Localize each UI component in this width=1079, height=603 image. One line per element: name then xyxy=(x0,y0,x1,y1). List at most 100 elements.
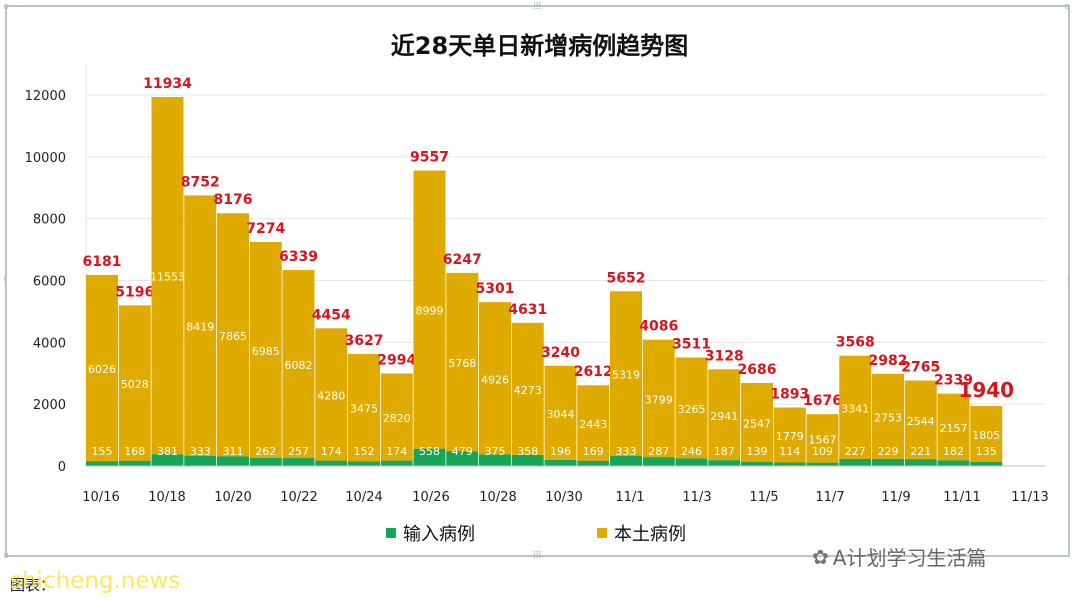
data-label-local: 4273 xyxy=(514,384,542,397)
bar-imported xyxy=(806,462,839,466)
bar-local xyxy=(806,414,839,463)
bar-local xyxy=(446,272,479,452)
data-label-total: 2765 xyxy=(901,360,940,376)
bar-local xyxy=(282,270,315,459)
data-label-local: 1805 xyxy=(972,429,1000,442)
bar-local xyxy=(184,195,217,456)
data-label-imported: 311 xyxy=(223,445,244,458)
data-label-imported: 381 xyxy=(157,445,178,458)
data-label-total: 3240 xyxy=(541,345,580,361)
x-tick-label: 11/13 xyxy=(1011,490,1048,505)
data-label-local: 2820 xyxy=(383,412,411,425)
bar-imported xyxy=(937,460,970,466)
bar-imported xyxy=(446,451,479,466)
data-label-imported: 187 xyxy=(714,445,735,458)
data-label-imported: 221 xyxy=(910,445,931,458)
data-label-imported: 174 xyxy=(321,445,342,458)
bar-imported xyxy=(479,454,511,466)
data-label-local: 8419 xyxy=(186,321,214,334)
data-label-total: 2339 xyxy=(934,373,973,389)
data-label-total: 3627 xyxy=(345,333,384,349)
data-label-imported: 174 xyxy=(386,445,407,458)
bar-local xyxy=(577,385,610,461)
data-label-imported: 114 xyxy=(779,445,800,458)
bar-local xyxy=(839,355,872,459)
bar-imported xyxy=(151,454,184,466)
bar-imported xyxy=(708,460,741,466)
account-name: A计划学习生活篇 xyxy=(832,546,987,570)
bar-imported xyxy=(511,454,544,466)
chart-title: 近28天单日新增病例趋势图 xyxy=(390,32,689,60)
bar-imported xyxy=(86,461,118,466)
data-label-imported: 375 xyxy=(485,445,506,458)
data-label-total: 8752 xyxy=(181,174,220,190)
data-label-total: 5196 xyxy=(115,284,154,300)
bar-imported xyxy=(348,461,380,466)
bar-local xyxy=(348,353,380,462)
x-tick-label: 10/24 xyxy=(345,490,382,505)
bar-local xyxy=(675,357,708,459)
bar-local xyxy=(217,213,249,457)
bar-local xyxy=(511,322,544,455)
data-label-total: 6247 xyxy=(443,252,482,268)
bar-imported xyxy=(904,459,937,466)
frame-handle-icon: ⁞⁞⁞ xyxy=(533,1,542,12)
x-tick-label: 10/22 xyxy=(280,490,317,505)
bar-local xyxy=(413,170,446,449)
bar-imported xyxy=(675,458,708,466)
legend-swatch-imported xyxy=(386,528,396,538)
data-label-imported: 333 xyxy=(190,445,211,458)
data-label-total: 3511 xyxy=(672,336,711,352)
data-label-local: 2443 xyxy=(579,418,607,431)
bar-local xyxy=(315,328,348,461)
data-label-local: 11553 xyxy=(150,271,185,284)
data-label-local: 1779 xyxy=(776,430,804,443)
frame-handle-icon: ▫ xyxy=(3,550,10,561)
data-label-total: 8176 xyxy=(214,192,253,208)
bar-local xyxy=(708,369,741,461)
data-label-local: 3341 xyxy=(841,402,869,415)
data-label-imported: 152 xyxy=(354,445,375,458)
data-label-total: 2612 xyxy=(574,364,613,380)
account-badge: ✿ A计划学习生活篇 xyxy=(812,542,986,571)
site-watermark: shicheng.news xyxy=(10,568,181,594)
data-label-local: 3265 xyxy=(678,403,706,416)
data-label-local: 8999 xyxy=(416,305,444,318)
x-tick-label: 10/30 xyxy=(545,490,582,505)
data-label-total: 1893 xyxy=(770,386,809,402)
data-label-total: 2686 xyxy=(738,362,777,378)
frame-handle-icon: ▫ xyxy=(3,1,10,12)
data-label-imported: 196 xyxy=(550,445,571,458)
wechat-icon: ✿ xyxy=(812,544,829,569)
bar-imported xyxy=(249,457,282,466)
bar-imported xyxy=(544,459,577,466)
bar-imported xyxy=(380,460,413,466)
data-label-imported: 109 xyxy=(812,445,833,458)
bar-imported xyxy=(610,455,642,466)
data-label-local: 5319 xyxy=(612,368,640,381)
frame-handle-icon: ⁝ xyxy=(1067,275,1071,286)
data-label-imported: 558 xyxy=(419,445,440,458)
y-tick-label: 2000 xyxy=(33,398,66,413)
x-tick-label: 10/28 xyxy=(479,490,516,505)
data-label-total: 4086 xyxy=(639,319,678,335)
data-label-total: 3128 xyxy=(705,348,744,364)
bar-imported xyxy=(839,458,872,466)
bar-local xyxy=(86,274,118,462)
legend-label-imported: 输入病例 xyxy=(403,524,475,545)
bar-imported xyxy=(118,460,151,466)
data-label-local: 6026 xyxy=(88,363,116,376)
data-label-imported: 229 xyxy=(878,445,899,458)
data-label-imported: 155 xyxy=(92,445,113,458)
x-tick-label: 11/1 xyxy=(615,490,644,505)
bar-local xyxy=(118,305,151,461)
bar-local xyxy=(872,373,904,459)
bar-local xyxy=(544,365,577,460)
chart-caption: 图表： xyxy=(10,576,56,594)
data-label-local: 6985 xyxy=(252,345,280,358)
data-label-total: 7274 xyxy=(246,221,285,237)
data-label-imported: 262 xyxy=(255,445,276,458)
bar-imported xyxy=(970,461,1003,466)
bar-imported xyxy=(413,448,446,466)
data-label-local: 3044 xyxy=(547,408,575,421)
